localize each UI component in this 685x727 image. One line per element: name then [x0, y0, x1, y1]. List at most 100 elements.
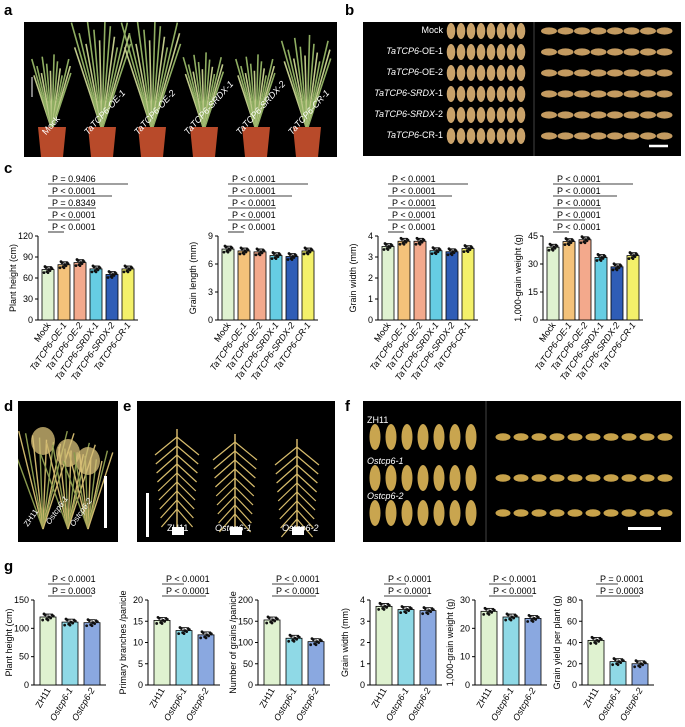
rice-panicles-photo: ZH11 Ostcp6-1 Ostcp6-2 [137, 401, 335, 542]
grain-row-gene: TaTCP6 [386, 46, 419, 56]
y-tick-label: 0 [465, 680, 470, 690]
data-point [404, 611, 408, 615]
wheat-grain-side [574, 48, 590, 56]
wheat-grain-side [607, 69, 623, 77]
data-point [64, 264, 68, 268]
data-point [110, 276, 114, 279]
data-point [273, 619, 277, 623]
rice-grain-side [639, 433, 655, 441]
wheat-grain-front [486, 44, 496, 60]
panicle-tag [230, 527, 242, 535]
y-tick-label: 2 [360, 638, 365, 648]
bar [610, 266, 624, 321]
data-point [289, 634, 293, 638]
bar [89, 268, 103, 321]
y-tick-label: 3 [208, 287, 213, 297]
bar [83, 622, 101, 686]
data-point [399, 611, 403, 615]
bar [562, 241, 576, 321]
data-point [92, 265, 96, 269]
wheat-grain-front [456, 23, 466, 39]
wheat-grain-front [486, 65, 496, 81]
x-category-label: ZH11 [369, 686, 388, 709]
data-point [599, 637, 603, 641]
data-point [641, 663, 645, 667]
p-value-label: P < 0.0001 [388, 586, 432, 596]
wheat-grain-side [656, 90, 673, 98]
wheat-grain-front [516, 65, 526, 81]
wheat-grain-front [476, 23, 486, 39]
y-tick-label: 0 [248, 680, 253, 690]
bar [61, 621, 79, 686]
rice-grains-photo: ZH11 Ostcp6-1 Ostcp6-2 [363, 401, 681, 542]
bar [397, 240, 411, 321]
data-point [114, 272, 118, 275]
wheat-grain-side [574, 27, 590, 35]
wheat-grain-side [557, 27, 574, 35]
rice-plants-photo: ZH11 Ostcp6-1 Ostcp6-2 [18, 401, 118, 542]
y-tick-label: 15 [133, 616, 143, 626]
y-axis-label: Plant height (cm) [4, 608, 14, 676]
data-point [76, 259, 80, 262]
x-category-label: ZH11 [33, 686, 52, 709]
y-tick-label: 90 [23, 252, 33, 262]
p-value-label: P < 0.0001 [392, 210, 436, 220]
wheat-plants-illustration [30, 22, 332, 157]
y-tick-label: 6 [208, 259, 213, 269]
data-point [222, 250, 226, 254]
data-point [597, 639, 601, 643]
wheat-plant [280, 34, 332, 157]
wheat-plant [30, 54, 72, 157]
data-point [492, 608, 496, 612]
bar [197, 634, 215, 686]
rice-grain-side [567, 474, 583, 482]
data-point [275, 617, 279, 621]
bar [413, 240, 427, 321]
data-point [278, 253, 282, 256]
wheat-grains-photo: Mock TaTCP6-OE-1 TaTCP6-OE-2 TaTCP6-SRDX-1 T… [363, 22, 681, 156]
data-point [63, 623, 67, 627]
data-point [599, 259, 603, 262]
y-tick-label: 100 [14, 623, 29, 633]
data-point [85, 624, 89, 628]
rice-grain-front [449, 424, 461, 450]
y-axis-label: Number of grains /panicle [228, 591, 238, 694]
wheat-grain-side [623, 111, 640, 119]
data-point [430, 252, 434, 256]
rice-grain-side [603, 433, 619, 441]
p-value-label: P < 0.0001 [52, 222, 96, 232]
rice-grain-front [385, 424, 397, 450]
data-point [297, 635, 301, 639]
data-point [209, 632, 213, 636]
p-value-label: P < 0.0001 [388, 574, 432, 584]
data-point [185, 630, 189, 634]
data-point [401, 606, 405, 609]
rice-grain-side [621, 509, 637, 517]
wheat-grain-side [557, 132, 574, 140]
p-value-label: P < 0.0001 [166, 574, 210, 584]
data-point [382, 248, 386, 251]
data-point [448, 248, 452, 252]
y-tick-label: 3 [360, 616, 365, 626]
data-point [199, 636, 203, 640]
wheat-grain-front [506, 86, 516, 102]
data-point [629, 252, 633, 255]
data-point [429, 610, 433, 614]
data-point [43, 613, 47, 617]
data-point [90, 624, 94, 628]
data-point [270, 257, 274, 261]
data-point [78, 264, 82, 268]
y-tick-label: 0 [24, 680, 29, 690]
panicle-tag [292, 527, 304, 535]
y-tick-label: 30 [528, 259, 538, 269]
wheat-grain-front [456, 44, 466, 60]
p-value-label: P < 0.0001 [557, 222, 601, 232]
grain-row-label: TaTCP6-SRDX-1 [374, 88, 443, 98]
rice-grain-front [369, 465, 381, 491]
data-point [613, 658, 617, 661]
data-point [244, 250, 248, 254]
